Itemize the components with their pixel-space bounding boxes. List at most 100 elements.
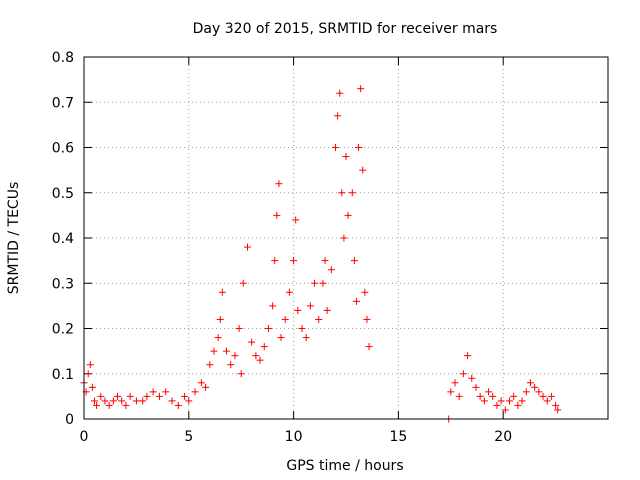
data-point bbox=[122, 401, 130, 409]
data-point bbox=[185, 397, 193, 405]
data-point bbox=[239, 279, 247, 287]
y-tick-label: 0.2 bbox=[52, 322, 74, 338]
y-tick-label: 0.6 bbox=[52, 141, 74, 157]
data-point bbox=[497, 397, 505, 405]
data-point bbox=[237, 370, 245, 378]
data-point bbox=[552, 401, 560, 409]
data-point bbox=[155, 392, 163, 400]
axis-ticks: 0 0.1 0.2 0.3 0.4 0.5 0.6 0.7 0.8 0 5 10 15 20 bbox=[52, 50, 608, 445]
data-point bbox=[227, 361, 235, 369]
data-point bbox=[493, 401, 501, 409]
data-point bbox=[365, 343, 373, 351]
data-point bbox=[84, 370, 92, 378]
data-point bbox=[218, 288, 226, 296]
y-tick-label: 0.1 bbox=[52, 367, 74, 383]
data-point bbox=[472, 383, 480, 391]
data-point bbox=[359, 166, 367, 174]
x-tick-label: 10 bbox=[285, 429, 303, 445]
grid-lines bbox=[84, 57, 608, 419]
data-point bbox=[518, 397, 526, 405]
x-tick-label: 0 bbox=[80, 429, 89, 445]
data-point bbox=[86, 361, 94, 369]
data-point bbox=[273, 211, 281, 219]
data-point bbox=[361, 288, 369, 296]
data-point bbox=[252, 352, 260, 360]
y-tick-label: 0.3 bbox=[52, 276, 74, 292]
data-point bbox=[501, 406, 509, 414]
data-point bbox=[149, 388, 157, 396]
data-point bbox=[535, 388, 543, 396]
data-point bbox=[281, 315, 289, 323]
data-point bbox=[275, 180, 283, 188]
data-point bbox=[285, 288, 293, 296]
y-tick-label: 0.7 bbox=[52, 95, 74, 111]
data-point bbox=[277, 334, 285, 342]
data-point bbox=[489, 392, 497, 400]
data-point bbox=[248, 338, 256, 346]
data-point bbox=[231, 352, 239, 360]
data-point bbox=[143, 392, 151, 400]
data-point bbox=[526, 379, 534, 387]
data-point bbox=[216, 315, 224, 323]
data-point bbox=[344, 211, 352, 219]
data-point bbox=[336, 89, 344, 97]
data-point bbox=[139, 397, 147, 405]
data-point bbox=[210, 347, 218, 355]
data-point bbox=[90, 397, 98, 405]
data-point bbox=[97, 392, 105, 400]
data-point bbox=[505, 397, 513, 405]
data-point bbox=[269, 302, 277, 310]
data-point bbox=[539, 392, 547, 400]
data-point bbox=[256, 356, 264, 364]
data-point bbox=[214, 334, 222, 342]
data-point bbox=[547, 392, 555, 400]
data-point bbox=[264, 325, 272, 332]
data-point bbox=[206, 361, 214, 369]
y-axis-label: SRMTID / TECUs bbox=[6, 182, 22, 295]
data-point bbox=[235, 325, 243, 332]
data-point bbox=[126, 392, 134, 400]
data-point bbox=[447, 388, 455, 396]
data-points bbox=[80, 85, 562, 423]
data-point bbox=[514, 401, 522, 409]
data-point bbox=[118, 397, 126, 405]
data-point bbox=[174, 401, 182, 409]
data-point bbox=[93, 401, 101, 409]
data-point bbox=[302, 334, 310, 342]
data-point bbox=[319, 279, 327, 287]
data-point bbox=[554, 406, 562, 414]
data-point bbox=[485, 388, 493, 396]
data-point bbox=[315, 315, 323, 323]
data-point bbox=[363, 315, 371, 323]
data-point bbox=[243, 243, 251, 251]
data-point bbox=[352, 297, 360, 305]
y-tick-label: 0 bbox=[65, 412, 74, 428]
data-point bbox=[451, 379, 459, 387]
chart-title: Day 320 of 2015, SRMTID for receiver mar… bbox=[193, 21, 498, 37]
data-point bbox=[292, 216, 300, 224]
x-tick-label: 5 bbox=[184, 429, 193, 445]
data-point bbox=[357, 85, 365, 93]
data-point bbox=[223, 347, 231, 355]
data-point bbox=[334, 112, 342, 120]
data-point bbox=[298, 325, 306, 332]
data-point bbox=[321, 257, 329, 265]
data-point bbox=[338, 189, 346, 197]
data-point bbox=[464, 352, 472, 360]
y-tick-label: 0.4 bbox=[52, 231, 74, 247]
y-tick-label: 0.5 bbox=[52, 186, 74, 202]
data-point bbox=[290, 257, 298, 265]
data-point bbox=[181, 392, 189, 400]
data-point bbox=[332, 144, 340, 151]
data-point bbox=[355, 144, 363, 151]
data-point bbox=[323, 306, 331, 314]
x-tick-label: 15 bbox=[389, 429, 407, 445]
data-point bbox=[162, 388, 170, 396]
data-point bbox=[101, 397, 109, 405]
data-point bbox=[327, 266, 335, 274]
data-point bbox=[311, 279, 319, 287]
data-point bbox=[260, 343, 268, 351]
y-tick-label: 0.8 bbox=[52, 50, 74, 66]
x-axis-label: GPS time / hours bbox=[286, 458, 403, 474]
